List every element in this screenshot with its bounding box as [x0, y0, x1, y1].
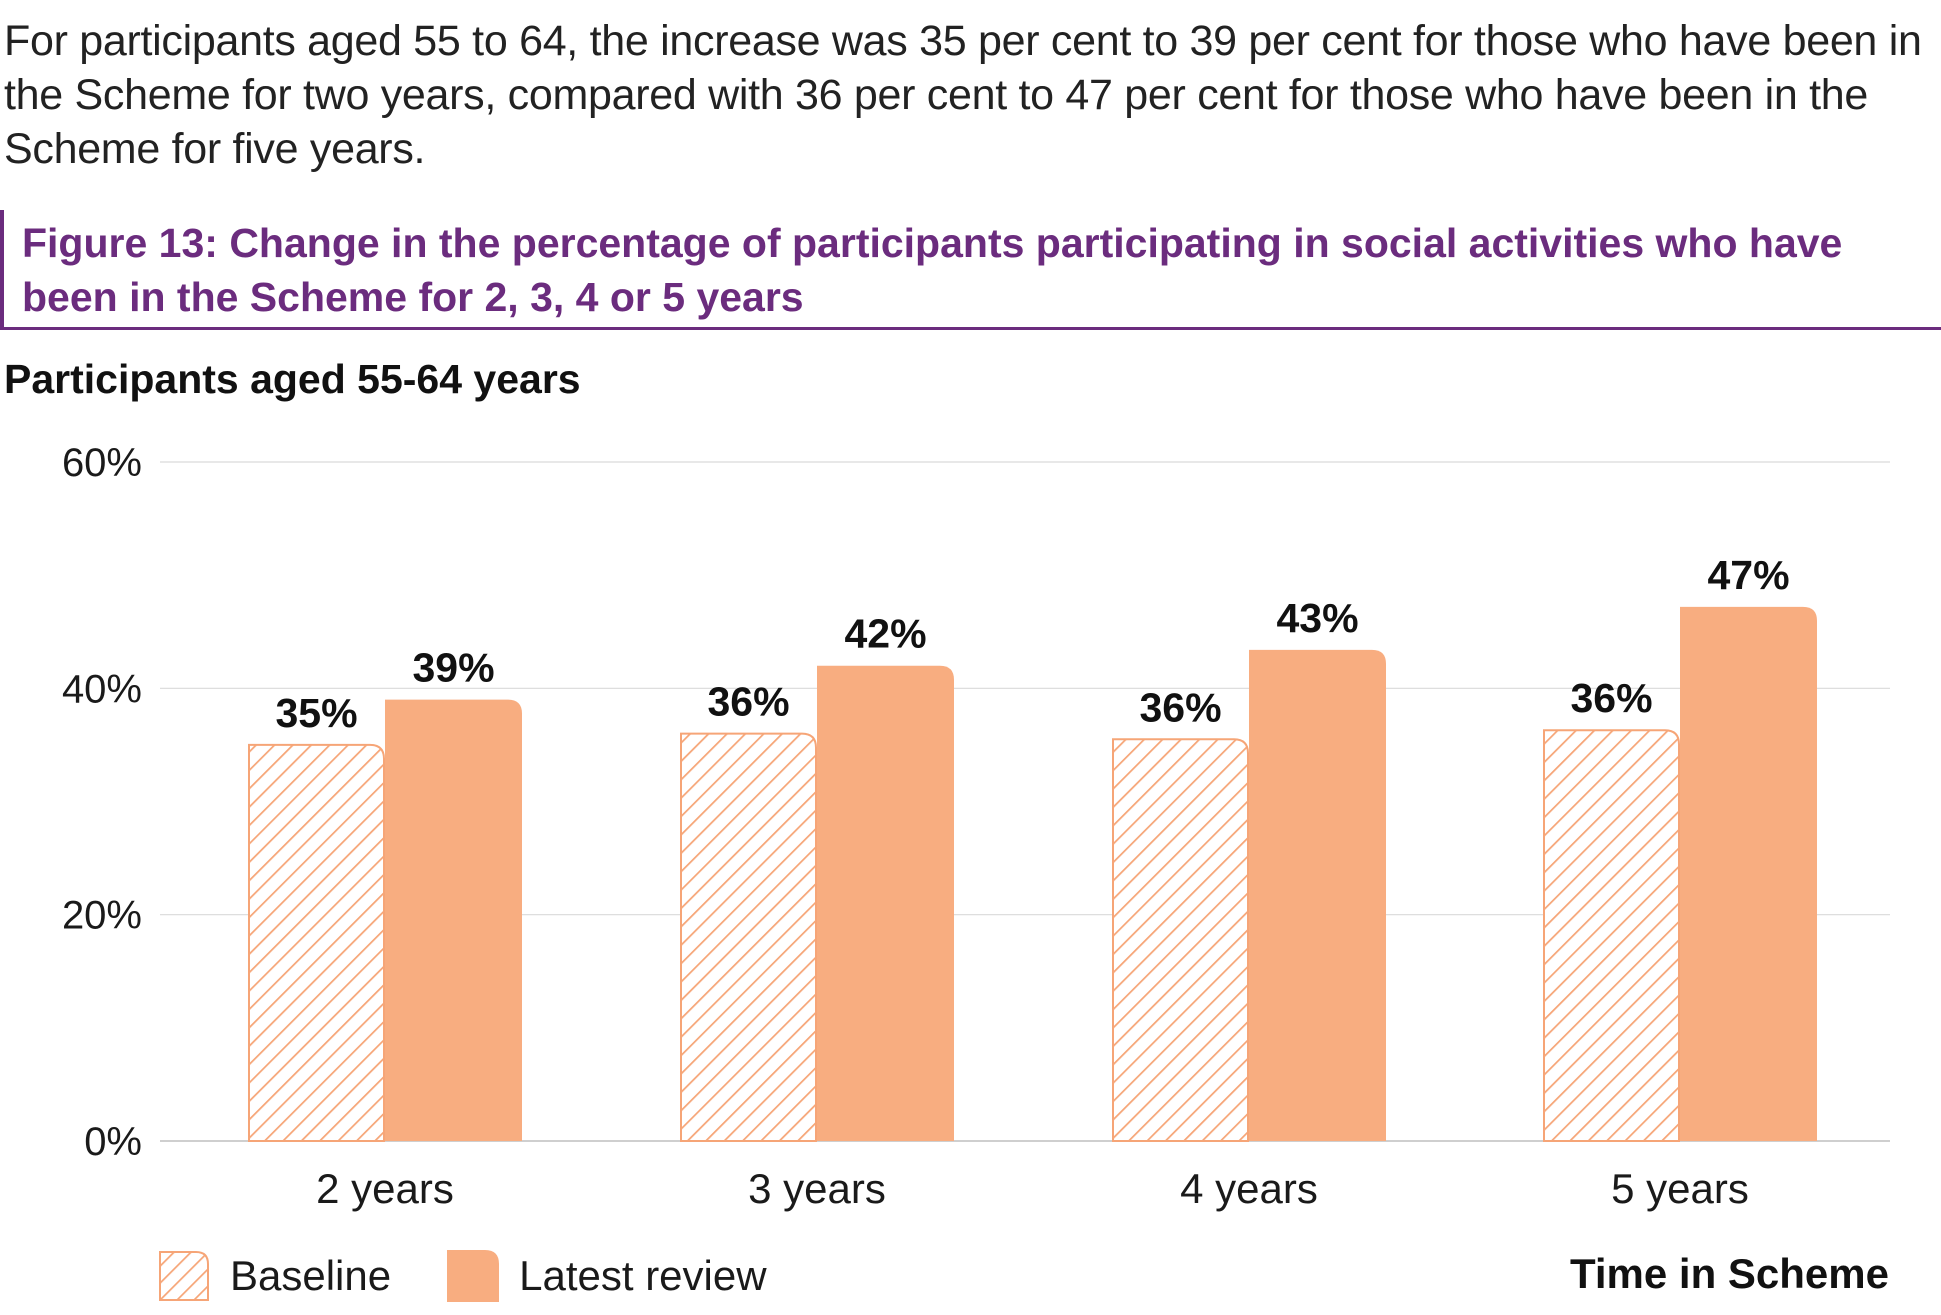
x-tick-label: 4 years	[1180, 1165, 1318, 1212]
x-tick-label: 3 years	[748, 1165, 886, 1212]
data-label: 36%	[1570, 675, 1652, 721]
y-tick-label: 20%	[62, 894, 142, 938]
latest-review-swatch-icon	[447, 1250, 500, 1302]
data-label: 39%	[412, 645, 494, 691]
bars	[248, 606, 1817, 1142]
bar-baseline	[248, 743, 385, 1142]
figure-title: Figure 13: Change in the percentage of p…	[22, 220, 1843, 320]
x-tick-label: 5 years	[1611, 1165, 1749, 1212]
legend-label-baseline: Baseline	[230, 1252, 392, 1299]
legend-item-baseline: Baseline	[158, 1250, 391, 1302]
data-label: 47%	[1707, 552, 1789, 598]
bar-chart: 0% 20% 40% 60% 35% 39% 36% 42% 36% 43% 36% 47% 2 y…	[62, 441, 1890, 1212]
y-tick-label: 60%	[62, 441, 142, 485]
x-axis-title: Time in Scheme	[1569, 1250, 1889, 1297]
legend-item-latest-review: Latest review	[447, 1250, 767, 1302]
legend-label-latest-review: Latest review	[519, 1252, 767, 1299]
data-labels: 35% 39% 36% 42% 36% 43% 36% 47%	[275, 552, 1789, 736]
x-axis-ticks: 2 years 3 years 4 years 5 years	[316, 1165, 1749, 1212]
data-label: 43%	[1276, 595, 1358, 641]
bar-latest-review	[1680, 606, 1817, 1141]
y-tick-label: 40%	[62, 667, 142, 711]
legend: Baseline Latest review	[158, 1248, 823, 1304]
data-label: 36%	[1139, 684, 1221, 730]
intro-paragraph: For participants aged 55 to 64, the incr…	[4, 17, 1922, 173]
bar-latest-review	[1249, 649, 1386, 1141]
figure-title-box: Figure 13: Change in the percentage of p…	[0, 210, 1941, 330]
bar-baseline	[1112, 738, 1249, 1142]
y-axis-ticks: 0% 20% 40% 60%	[62, 441, 142, 1164]
data-label: 42%	[844, 611, 926, 657]
y-tick-label: 0%	[84, 1120, 142, 1164]
bar-baseline	[680, 732, 817, 1142]
data-label: 36%	[707, 679, 789, 725]
data-label: 35%	[275, 690, 357, 736]
bar-latest-review	[385, 699, 522, 1141]
x-tick-label: 2 years	[316, 1165, 454, 1212]
chart-subtitle: Participants aged 55-64 years	[4, 356, 581, 402]
bar-baseline	[1543, 729, 1680, 1142]
baseline-swatch-icon	[159, 1251, 209, 1301]
bar-latest-review	[817, 665, 954, 1141]
